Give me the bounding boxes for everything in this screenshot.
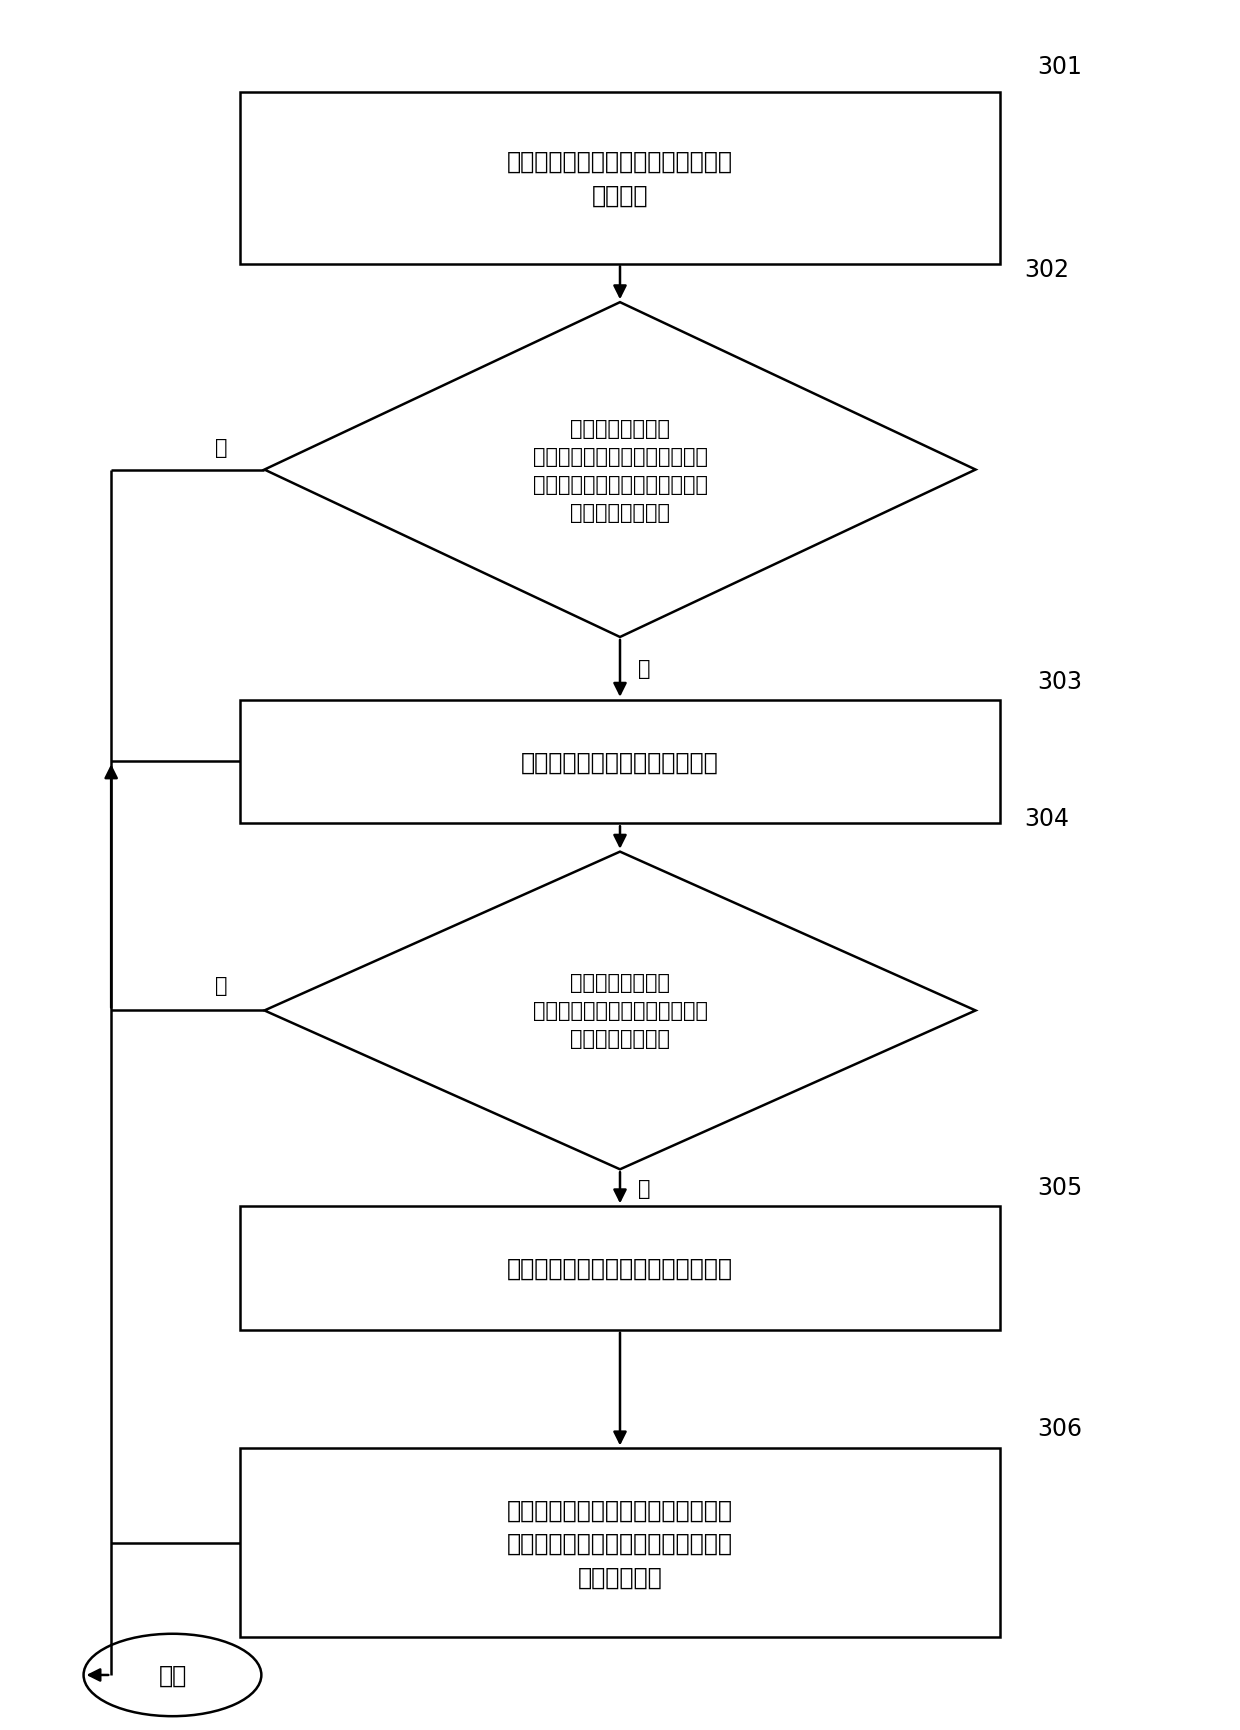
- Text: 当监控区域内存在
信号源时，判断该信号源发射的
信号是否为指示云台进行状态调
整的状态调整信号: 当监控区域内存在 信号源时，判断该信号源发射的 信号是否为指示云台进行状态调 整…: [532, 419, 708, 522]
- Text: 303: 303: [1037, 670, 1081, 694]
- Text: 301: 301: [1037, 55, 1081, 80]
- Text: 是: 是: [639, 659, 651, 678]
- Text: 根据信号源的位置，调整云台的位置: 根据信号源的位置，调整云台的位置: [507, 1256, 733, 1280]
- Polygon shape: [264, 303, 976, 638]
- Text: 是: 是: [639, 1178, 651, 1199]
- Ellipse shape: [83, 1633, 262, 1716]
- Bar: [239, 1206, 1001, 1330]
- Text: 将云台的状态设置为可调整状态: 将云台的状态设置为可调整状态: [521, 751, 719, 773]
- Bar: [239, 93, 1001, 265]
- Text: 302: 302: [1024, 258, 1070, 282]
- Text: 306: 306: [1037, 1415, 1081, 1439]
- Bar: [239, 1448, 1001, 1637]
- Text: 否: 否: [216, 438, 228, 458]
- Text: 检测云台摄像机的监控区域内是否存
在信号源: 检测云台摄像机的监控区域内是否存 在信号源: [507, 151, 733, 208]
- Text: 305: 305: [1037, 1176, 1083, 1199]
- Text: 304: 304: [1024, 806, 1070, 830]
- Polygon shape: [264, 853, 976, 1169]
- Text: 判断信号源发射的
信号是否为指示云台进行位置调
整的位置调整信号: 判断信号源发射的 信号是否为指示云台进行位置调 整的位置调整信号: [532, 972, 708, 1048]
- Text: 否: 否: [216, 976, 228, 995]
- Text: 结束: 结束: [159, 1663, 186, 1687]
- Text: 在检测到云台摄像机的监控区域内不
存在信号源后，将云台的状态设置为
不可调整状态: 在检测到云台摄像机的监控区域内不 存在信号源后，将云台的状态设置为 不可调整状态: [507, 1498, 733, 1588]
- Bar: [239, 701, 1001, 823]
